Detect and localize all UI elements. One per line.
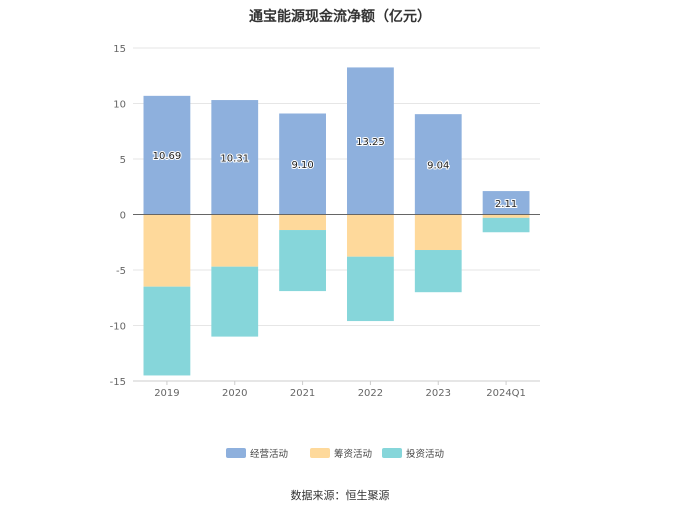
x-tick-label: 2021 — [290, 388, 315, 399]
bar — [211, 214, 259, 267]
x-tick-label: 2020 — [222, 388, 247, 399]
bar — [414, 250, 462, 293]
y-tick-label: -10 — [110, 322, 126, 333]
bar — [482, 214, 530, 218]
data-label: 9.04 — [427, 160, 449, 171]
y-tick-label: -15 — [110, 377, 126, 388]
bar — [414, 214, 462, 251]
data-label: 9.10 — [291, 160, 313, 171]
bar — [211, 100, 259, 215]
bar — [211, 266, 259, 337]
bar — [347, 214, 394, 257]
chart-title: 通宝能源现金流净额（亿元） — [249, 9, 431, 25]
data-label: 10.69 — [153, 151, 182, 162]
bar — [143, 286, 191, 376]
bar — [414, 114, 462, 215]
bar — [482, 191, 530, 215]
bar — [279, 214, 326, 231]
bar — [143, 214, 191, 287]
y-tick-label: 5 — [120, 155, 126, 166]
legend-swatch — [226, 448, 246, 458]
data-label: 13.25 — [356, 137, 385, 148]
y-tick-label: -5 — [116, 266, 126, 277]
bar — [279, 230, 326, 292]
legend-swatch — [382, 448, 402, 458]
bar — [143, 95, 191, 215]
y-tick-label: 15 — [113, 44, 126, 55]
legend-label: 筹资活动 — [334, 448, 372, 460]
data-label: 10.31 — [220, 153, 249, 164]
bar — [347, 256, 394, 322]
x-tick-label: 2023 — [426, 388, 451, 399]
legend-swatch — [310, 448, 330, 458]
legend-label: 投资活动 — [406, 448, 444, 460]
x-tick-label: 2019 — [154, 388, 179, 399]
bar — [347, 67, 394, 215]
bar — [279, 113, 326, 215]
x-tick-label: 2024Q1 — [486, 388, 526, 399]
x-tick-label: 2022 — [358, 388, 383, 399]
y-tick-label: 0 — [120, 211, 126, 222]
source-text: 数据来源：恒生聚源 — [290, 489, 390, 502]
bar — [482, 217, 530, 233]
legend-label: 经营活动 — [250, 448, 288, 460]
y-tick-label: 10 — [113, 100, 126, 111]
data-label: 2.11 — [495, 199, 517, 210]
